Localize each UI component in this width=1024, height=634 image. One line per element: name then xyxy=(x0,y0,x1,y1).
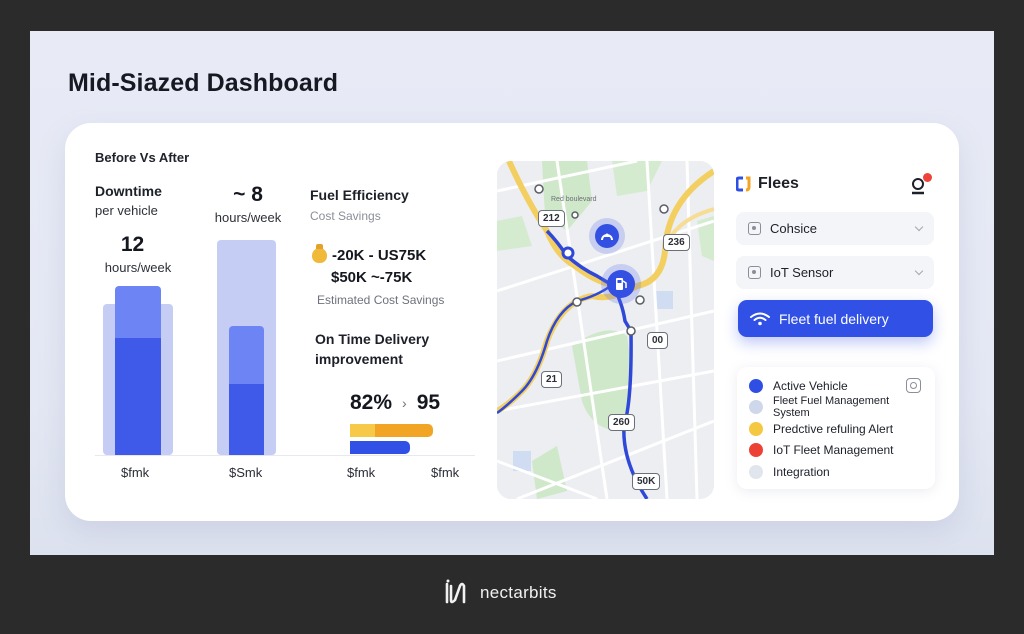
otd-before-value: 82% xyxy=(350,391,393,414)
otd-after-bar xyxy=(350,441,410,454)
section-label: Before Vs After xyxy=(95,150,190,165)
user-icon xyxy=(912,178,924,195)
camera-icon[interactable] xyxy=(906,378,921,393)
user-notifications-button[interactable] xyxy=(910,173,932,195)
route-badge: 212 xyxy=(538,210,565,227)
route-badge: 236 xyxy=(663,234,690,251)
route-badge: 00 xyxy=(647,332,669,349)
x-label: $fmk xyxy=(121,465,150,480)
downtime-subtitle: per vehicle xyxy=(95,203,158,218)
bar-after-light-segment xyxy=(229,326,264,384)
legend-label: Fleet Fuel Management System xyxy=(773,395,890,420)
primary-button-label: Fleet fuel delivery xyxy=(779,310,889,327)
otd-before-bar xyxy=(350,424,433,437)
nectarbits-logo-icon xyxy=(445,579,466,604)
brand-logo-icon xyxy=(736,176,751,192)
route-map[interactable]: Red boulevard 212 236 00 21 260 50K xyxy=(497,161,714,499)
downtime-before-value: 12 xyxy=(120,233,145,256)
downtime-after-unit: hours/week xyxy=(214,210,282,225)
select-cohsice[interactable]: Cohsice xyxy=(736,212,934,245)
select-label: IoT Sensor xyxy=(770,265,834,280)
route-badge: 21 xyxy=(541,371,563,388)
downtime-title: Downtime xyxy=(95,183,162,199)
bar-after-dark-segment xyxy=(229,384,264,455)
legend-item: Integration xyxy=(749,461,923,483)
legend-label: IoT Fleet Management xyxy=(773,443,894,458)
map-place-label: Red boulevard xyxy=(551,196,597,203)
fuel-station-pin-icon[interactable] xyxy=(607,270,635,298)
downtime-after-value: ~ 8 xyxy=(233,183,263,206)
fuel-savings-range-primary: -20K - US75K xyxy=(332,247,427,264)
fuel-savings-range: -20K - US75K xyxy=(312,244,427,264)
legend-dot-light xyxy=(749,400,763,415)
bar-before-dark-segment xyxy=(115,338,161,455)
wifi-icon xyxy=(750,312,770,325)
brand-header: Flees xyxy=(736,175,799,193)
x-label: $fmk xyxy=(347,465,376,480)
map-canvas xyxy=(497,161,714,499)
legend-dot-yellow xyxy=(749,421,763,436)
legend-label: Integration xyxy=(773,464,830,479)
fleet-fuel-delivery-button[interactable]: Fleet fuel delivery xyxy=(738,300,933,337)
home-pin-icon[interactable] xyxy=(595,224,619,248)
route-badge: 260 xyxy=(608,414,635,431)
on-time-delivery-title: On Time Delivery improvement xyxy=(315,331,430,367)
route-badge: 50K xyxy=(632,473,661,490)
chevron-down-icon xyxy=(914,222,924,232)
footer-brand-name: nectarbits xyxy=(480,583,557,602)
legend-item: Fleet Fuel Management System xyxy=(749,395,923,420)
select-label: Cohsice xyxy=(770,221,817,236)
fuel-savings-note: Estimated Cost Savings xyxy=(317,293,445,307)
x-label: $fmk xyxy=(431,465,460,480)
dashboard-canvas: Mid-Siazed Dashboard Before Vs After Dow… xyxy=(30,31,994,555)
legend-dot-grey xyxy=(749,464,763,479)
otd-after-value: 95 xyxy=(416,391,441,414)
device-icon xyxy=(748,222,761,235)
legend-dot-blue xyxy=(749,378,763,393)
bar-before-light-segment xyxy=(115,286,161,338)
sensor-icon xyxy=(748,266,761,279)
downtime-before-unit: hours/week xyxy=(104,260,172,275)
chevron-down-icon xyxy=(914,266,924,276)
money-bag-icon xyxy=(312,244,327,263)
legend-item: IoT Fleet Management xyxy=(749,440,923,462)
legend-dot-red xyxy=(749,443,763,458)
on-time-delivery-values: 82% › 95 xyxy=(350,391,440,415)
fuel-efficiency-title: Fuel Efficiency xyxy=(310,187,409,203)
x-label: $Smk xyxy=(229,465,263,480)
chevron-right-icon: › xyxy=(402,395,407,411)
legend-item: Predctive refuling Alert xyxy=(749,418,923,440)
legend-card: Active Vehicle Fleet Fuel Management Sys… xyxy=(737,367,935,489)
brand-name: Flees xyxy=(758,175,799,192)
notification-dot xyxy=(923,173,932,182)
fuel-efficiency-subtitle: Cost Savings xyxy=(310,209,381,223)
legend-label: Active Vehicle xyxy=(773,378,848,393)
legend-item: Active Vehicle xyxy=(749,375,923,397)
select-iot-sensor[interactable]: IoT Sensor xyxy=(736,256,934,289)
chart-baseline xyxy=(95,455,475,456)
legend-label: Predctive refuling Alert xyxy=(773,421,894,436)
footer-brand: nectarbits xyxy=(444,578,557,608)
fuel-savings-range-secondary: $50K ~-75K xyxy=(331,269,413,286)
page-title: Mid-Siazed Dashboard xyxy=(68,69,339,97)
dashboard-card: Before Vs After Downtime per vehicle 12 … xyxy=(65,123,959,521)
